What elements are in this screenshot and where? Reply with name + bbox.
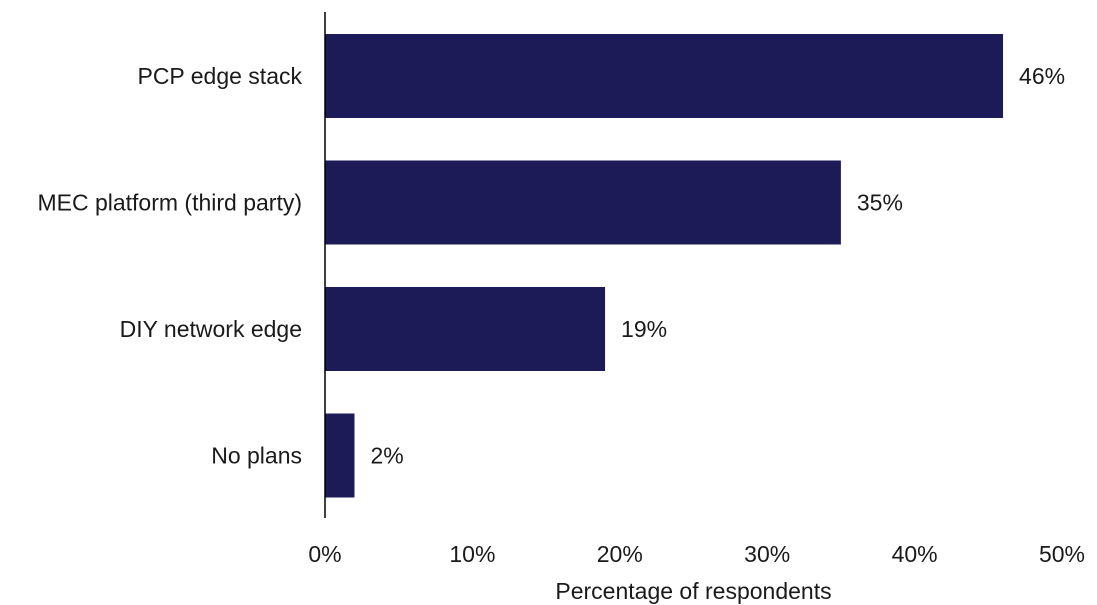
bar-2 — [325, 287, 606, 371]
category-label-0: PCP edge stack — [137, 63, 302, 89]
x-tick-label-3: 30% — [744, 541, 790, 567]
value-label-3: 2% — [370, 443, 403, 469]
category-label-2: DIY network edge — [120, 316, 302, 342]
x-tick-label-1: 10% — [449, 541, 495, 567]
bars-group — [325, 34, 1004, 498]
bar-3 — [325, 413, 355, 498]
category-label-3: No plans — [211, 443, 302, 469]
bar-1 — [325, 160, 841, 245]
x-axis-title: Percentage of respondents — [555, 578, 831, 604]
bar-0 — [325, 34, 1004, 118]
x-tick-labels: 0% 10% 20% 30% 40% 50% — [308, 541, 1085, 567]
x-tick-label-0: 0% — [308, 541, 341, 567]
value-label-1: 35% — [857, 190, 903, 216]
x-tick-label-5: 50% — [1039, 541, 1085, 567]
category-labels: PCP edge stack MEC platform (third party)… — [37, 63, 302, 469]
value-label-2: 19% — [621, 316, 667, 342]
x-tick-label-2: 20% — [597, 541, 643, 567]
value-label-0: 46% — [1019, 63, 1065, 89]
value-labels: 46% 35% 19% 2% — [370, 63, 1065, 469]
category-label-1: MEC platform (third party) — [37, 190, 302, 216]
x-tick-label-4: 40% — [892, 541, 938, 567]
